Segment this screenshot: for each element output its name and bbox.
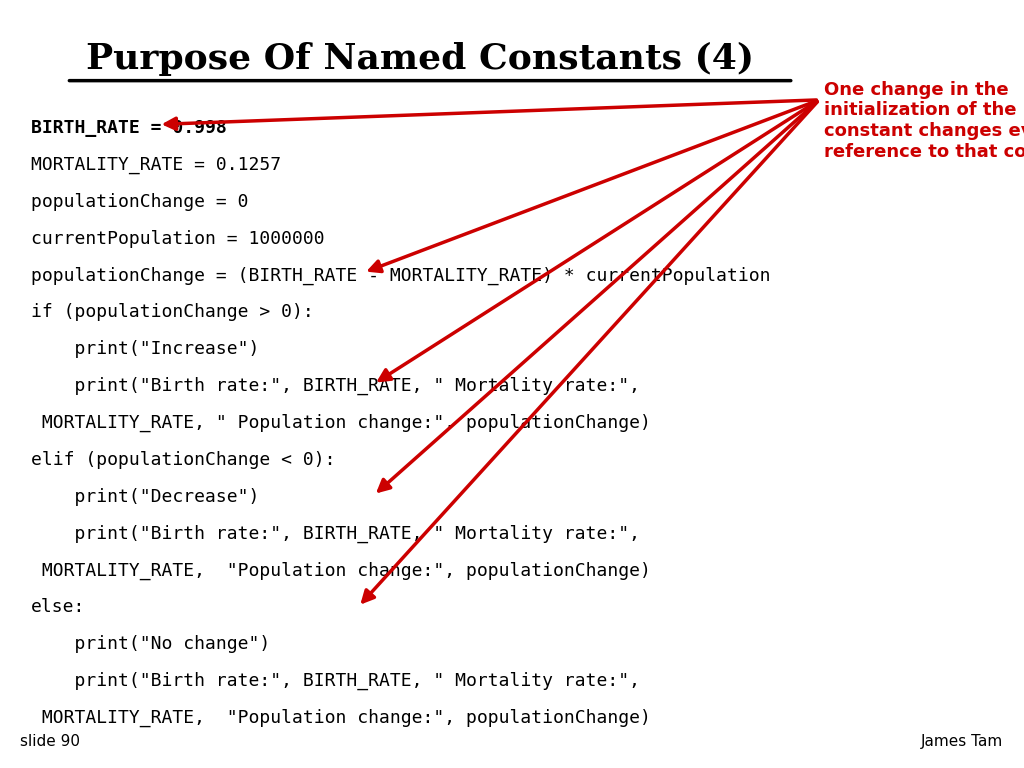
Text: print("No change"): print("No change") (31, 635, 270, 653)
Text: MORTALITY_RATE, " Population change:", populationChange): MORTALITY_RATE, " Population change:", p… (31, 414, 650, 432)
Text: else:: else: (31, 598, 85, 616)
Text: elif (populationChange < 0):: elif (populationChange < 0): (31, 451, 335, 468)
Text: slide 90: slide 90 (20, 733, 81, 749)
Text: BIRTH_RATE = 0.998: BIRTH_RATE = 0.998 (31, 119, 226, 137)
Text: print("Birth rate:", BIRTH_RATE, " Mortality rate:",: print("Birth rate:", BIRTH_RATE, " Morta… (31, 525, 640, 543)
Text: MORTALITY_RATE = 0.1257: MORTALITY_RATE = 0.1257 (31, 156, 281, 174)
Text: currentPopulation = 1000000: currentPopulation = 1000000 (31, 230, 325, 247)
Text: if (populationChange > 0):: if (populationChange > 0): (31, 303, 313, 321)
Text: print("Decrease"): print("Decrease") (31, 488, 259, 505)
Text: James Tam: James Tam (922, 733, 1004, 749)
Text: Purpose Of Named Constants (4): Purpose Of Named Constants (4) (86, 42, 754, 76)
Text: MORTALITY_RATE,  "Population change:", populationChange): MORTALITY_RATE, "Population change:", po… (31, 709, 650, 727)
Text: populationChange = 0: populationChange = 0 (31, 193, 248, 210)
Text: print("Increase"): print("Increase") (31, 340, 259, 358)
Text: MORTALITY_RATE,  "Population change:", populationChange): MORTALITY_RATE, "Population change:", po… (31, 561, 650, 580)
Text: populationChange = (BIRTH_RATE - MORTALITY_RATE) * currentPopulation: populationChange = (BIRTH_RATE - MORTALI… (31, 266, 770, 285)
Text: print("Birth rate:", BIRTH_RATE, " Mortality rate:",: print("Birth rate:", BIRTH_RATE, " Morta… (31, 377, 640, 396)
Text: print("Birth rate:", BIRTH_RATE, " Mortality rate:",: print("Birth rate:", BIRTH_RATE, " Morta… (31, 672, 640, 690)
Text: One change in the
initialization of the
constant changes every
reference to that: One change in the initialization of the … (824, 81, 1024, 161)
